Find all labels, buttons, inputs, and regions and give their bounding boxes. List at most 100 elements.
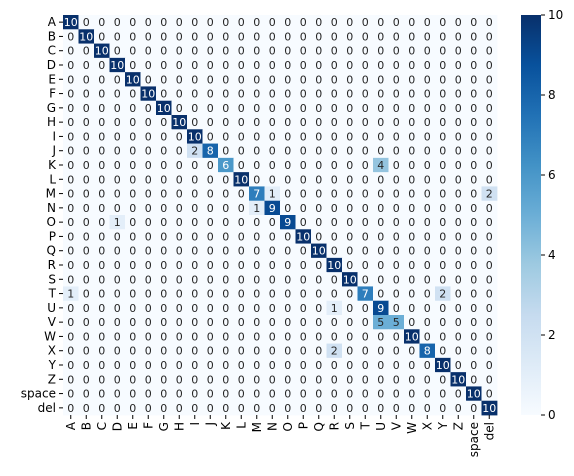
heatmap-cell	[450, 372, 467, 387]
heatmap-cell	[342, 372, 358, 387]
heatmap-cell	[404, 172, 420, 187]
heatmap-cell	[326, 86, 343, 102]
cell-value-label: 0	[207, 316, 214, 329]
heatmap-cell	[94, 215, 110, 230]
cell-value-label: 6	[222, 159, 229, 172]
heatmap-cell	[373, 57, 389, 73]
cell-value-label: 0	[331, 73, 338, 86]
heatmap-cell	[218, 29, 234, 44]
cell-value-label: 0	[98, 145, 105, 158]
heatmap-cell	[125, 272, 141, 287]
heatmap-cell	[342, 143, 358, 159]
heatmap-cell	[342, 357, 358, 373]
cell-value-label: 0	[455, 359, 462, 372]
cell-value-label: 0	[269, 230, 276, 243]
heatmap-cell	[373, 15, 389, 30]
cell-value-label: 0	[424, 102, 431, 115]
heatmap-cell	[373, 286, 389, 302]
cell-value-label: 0	[129, 345, 136, 358]
cell-value-label: 0	[455, 259, 462, 272]
heatmap-cell	[187, 272, 203, 287]
heatmap-cell	[280, 143, 296, 159]
cell-value-label: 0	[238, 330, 245, 343]
cell-value-label: 2	[191, 145, 198, 158]
cell-value-label: 0	[98, 330, 105, 343]
heatmap-cell	[326, 243, 343, 259]
heatmap-cell	[218, 57, 234, 73]
heatmap-cell	[187, 286, 203, 302]
heatmap-cell	[404, 86, 420, 102]
cell-value-label: 0	[439, 230, 446, 243]
heatmap-cell	[280, 315, 296, 330]
cell-value-label: 0	[362, 16, 369, 29]
heatmap-cell	[373, 100, 389, 116]
cell-value-label: 0	[207, 273, 214, 286]
heatmap-cell	[404, 229, 420, 244]
heatmap-cell	[156, 186, 172, 202]
cell-value-label: 0	[238, 59, 245, 72]
heatmap-cell	[63, 400, 79, 416]
heatmap-cell	[326, 400, 343, 416]
heatmap-cell	[466, 272, 482, 287]
heatmap-cell	[63, 100, 79, 116]
heatmap-cell	[326, 357, 343, 373]
heatmap-cell	[233, 115, 250, 130]
cell-value-label: 0	[470, 302, 477, 315]
heatmap-cell	[171, 343, 188, 359]
heatmap-cell	[280, 272, 296, 287]
heatmap-cell	[140, 15, 157, 30]
heatmap-cell	[156, 215, 172, 230]
cell-value-label: 0	[439, 45, 446, 58]
cell-value-label: 0	[439, 145, 446, 158]
heatmap-cell	[295, 357, 312, 373]
cell-value-label: 0	[253, 402, 260, 415]
cell-value-label: 0	[284, 159, 291, 172]
heatmap-cell	[264, 243, 281, 259]
heatmap-cell	[63, 57, 79, 73]
cell-value-label: 0	[269, 130, 276, 143]
heatmap-cell	[295, 215, 312, 230]
cell-value-label: 0	[253, 145, 260, 158]
x-tick-label: T	[358, 421, 372, 430]
heatmap-cell	[187, 143, 203, 159]
heatmap-cell	[466, 129, 482, 144]
cell-value-label: 0	[191, 102, 198, 115]
heatmap-cell	[450, 343, 467, 359]
heatmap-cell	[435, 215, 451, 230]
y-tick-label: V	[48, 315, 57, 329]
heatmap-cell	[342, 43, 358, 59]
cell-value-label: 0	[393, 202, 400, 215]
cell-value-label: 0	[315, 73, 322, 86]
cell-value-label: 0	[455, 130, 462, 143]
heatmap-cell	[450, 43, 467, 59]
heatmap-cell	[63, 315, 79, 330]
cell-value-label: 0	[129, 188, 136, 201]
cell-value-label: 0	[269, 288, 276, 301]
cell-value-label: 0	[331, 30, 338, 43]
cell-value-label: 0	[284, 59, 291, 72]
cell-value-label: 0	[315, 16, 322, 29]
cell-value-label: 0	[98, 273, 105, 286]
heatmap-cell	[140, 172, 157, 187]
heatmap-cell	[156, 400, 172, 416]
heatmap-cell	[140, 272, 157, 287]
heatmap-cell	[373, 372, 389, 387]
cell-value-label: 0	[470, 288, 477, 301]
cell-value-label: 0	[284, 188, 291, 201]
cell-value-label: 0	[83, 73, 90, 86]
cell-value-label: 0	[362, 273, 369, 286]
heatmap-cell	[419, 286, 436, 302]
heatmap-cell	[125, 229, 141, 244]
cell-value-label: 0	[67, 316, 74, 329]
heatmap-cell	[280, 43, 296, 59]
heatmap-cell	[435, 157, 451, 173]
cell-value-label: 0	[67, 73, 74, 86]
cell-value-label: 0	[300, 330, 307, 343]
cell-value-label: 10	[79, 30, 93, 43]
heatmap-cell	[357, 243, 374, 259]
cell-value-label: 0	[269, 116, 276, 129]
cell-value-label: 0	[377, 202, 384, 215]
heatmap-cell	[63, 186, 79, 202]
cell-value-label: 0	[486, 16, 493, 29]
heatmap-cell	[187, 200, 203, 216]
